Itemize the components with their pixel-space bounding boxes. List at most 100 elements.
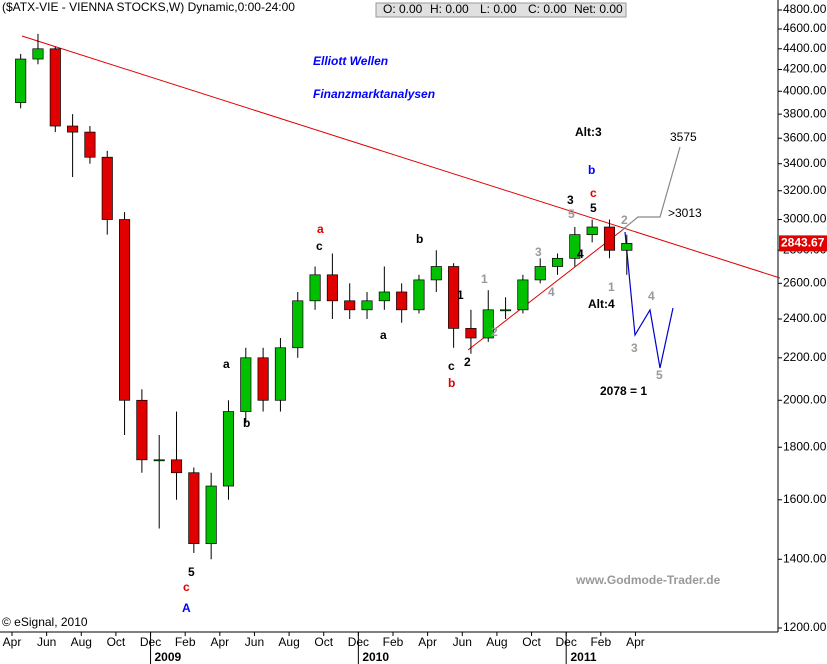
x-tick-label: Jun (453, 635, 472, 649)
candle-body (153, 459, 165, 462)
y-tick-label: 1200.00 (783, 620, 827, 634)
candle-body (534, 266, 546, 281)
x-tick-label: Jun (37, 635, 56, 649)
x-tick-label: Apr (418, 635, 437, 649)
annotation: Elliott Wellen (313, 54, 388, 68)
candle-body (569, 234, 581, 259)
candle-body (344, 300, 356, 311)
y-tick-label: 2600.00 (783, 275, 827, 289)
annotation: 5 (568, 207, 575, 221)
candle-body (274, 347, 286, 401)
annotation: 4 (548, 285, 555, 299)
candle-body (603, 226, 616, 251)
candle-body (240, 357, 252, 412)
x-tick-label: Feb (175, 635, 196, 649)
candle-body (49, 48, 61, 127)
annotation: 4 (648, 289, 655, 303)
candle-body (32, 48, 44, 60)
quote-field: L: 0.00 (480, 2, 517, 16)
x-tick-label: Oct (107, 635, 126, 649)
annotation: 3 (567, 193, 574, 207)
y-tick-label: 3000.00 (783, 212, 827, 226)
quote-field: O: 0.00 (383, 2, 423, 16)
annotation: 2 (491, 325, 498, 339)
annotation: a (317, 222, 324, 236)
candle-body (517, 279, 529, 311)
y-tick-label: 4800.00 (783, 2, 827, 16)
annotation: c (448, 359, 455, 373)
annotation: 2 (621, 213, 628, 227)
candle-body (465, 328, 477, 339)
x-tick-label: Aug (71, 635, 92, 649)
candle-body (326, 274, 338, 302)
annotation: 2078 = 1 (600, 384, 647, 398)
x-tick-label: Apr (626, 635, 645, 649)
quote-field: C: 0.00 (528, 2, 567, 16)
candle-body (170, 459, 183, 474)
annotation: Alt:4 (588, 297, 615, 311)
quote-field: Net: 0.00 (574, 2, 623, 16)
candle-body (430, 266, 442, 281)
annotation: c (316, 239, 323, 253)
candle-body (205, 485, 217, 544)
last-price-box (779, 235, 827, 252)
x-tick-label: Feb (590, 635, 611, 649)
annotation: 3 (535, 245, 542, 259)
y-tick-label: 1600.00 (783, 492, 827, 506)
annotation: a (380, 328, 387, 342)
candle-body (361, 300, 373, 311)
candle-body (101, 156, 113, 220)
candle-body (448, 266, 460, 329)
candle-body (482, 309, 494, 339)
y-tick-label: 2400.00 (783, 311, 827, 325)
y-tick-label: 3400.00 (783, 156, 827, 170)
candle-body (378, 291, 390, 302)
y-tick-label: 2000.00 (783, 392, 827, 406)
annotation: 3 (631, 341, 638, 355)
x-tick-label: Jun (245, 635, 264, 649)
annotation: 5 (590, 201, 597, 215)
candle-body (413, 279, 425, 311)
y-tick-label: 4400.00 (783, 41, 827, 55)
x-tick-label: Apr (210, 635, 229, 649)
year-label: 2011 (570, 650, 596, 664)
annotation: b (416, 232, 423, 246)
candle-body (119, 219, 131, 401)
chart-title: ($ATX-VIE - VIENNA STOCKS,W) Dynamic,0:0… (2, 0, 295, 14)
x-tick-label: Aug (278, 635, 299, 649)
y-tick-label: 4000.00 (783, 83, 827, 97)
candle-body (84, 131, 96, 158)
x-tick-label: Oct (314, 635, 333, 649)
candle-body (309, 274, 321, 302)
y-tick-label: 3800.00 (783, 106, 827, 120)
y-tick-label: 2200.00 (783, 350, 827, 364)
candle-body (136, 399, 148, 461)
annotation: Alt:3 (575, 125, 602, 139)
annotation: 1 (457, 288, 464, 302)
x-tick-label: Aug (486, 635, 507, 649)
annotation: 2 (464, 355, 471, 369)
candle-body (551, 257, 564, 267)
y-tick-label: 1800.00 (783, 439, 827, 453)
candle-body (500, 309, 512, 312)
last-price-label: 2843.67 (781, 236, 825, 250)
x-tick-label: Oct (522, 635, 541, 649)
annotation: c (590, 186, 597, 200)
annotation: 3575 (670, 130, 697, 144)
annotation: A (182, 601, 191, 615)
annotation: 5 (188, 565, 195, 579)
candle-body (188, 472, 200, 544)
candle-body (292, 300, 304, 349)
annotation: 1 (481, 272, 488, 286)
annotation: 1 (608, 280, 615, 294)
y-tick-label: 4600.00 (783, 21, 827, 35)
annotation: >3013 (668, 206, 702, 220)
annotation: b (243, 416, 250, 430)
candle-body (257, 357, 269, 401)
projection-line (621, 146, 681, 231)
annotation: c (183, 580, 190, 594)
annotation: b (588, 163, 595, 177)
y-tick-label: 3600.00 (783, 130, 827, 144)
